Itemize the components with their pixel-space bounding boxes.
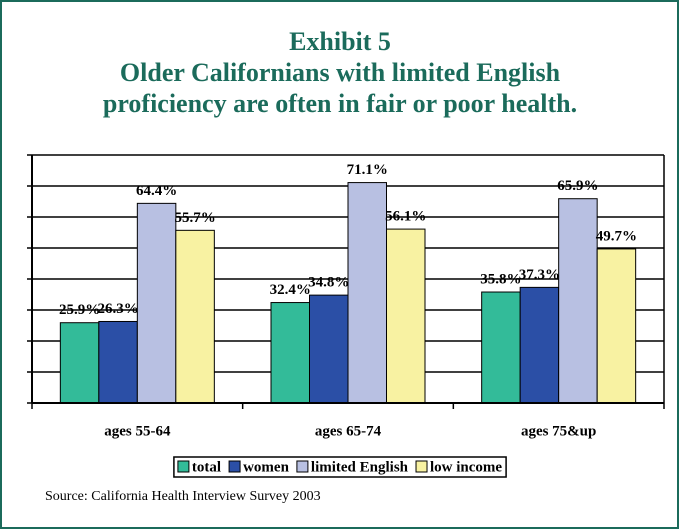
bar <box>270 302 310 404</box>
data-label: 49.7% <box>596 228 637 244</box>
source-note: Source: California Health Interview Surv… <box>45 489 321 504</box>
legend-swatch <box>415 460 428 473</box>
legend-swatch <box>296 460 309 473</box>
bar <box>175 229 215 404</box>
bar <box>481 291 521 404</box>
legend-label: limited English <box>311 459 409 475</box>
data-label: 71.1% <box>347 162 388 178</box>
data-label: 37.3% <box>519 267 560 283</box>
legend-label: low income <box>430 459 502 475</box>
data-label: 64.4% <box>136 183 177 199</box>
legend-label: total <box>192 459 221 475</box>
bar <box>347 182 387 404</box>
legend-swatch <box>177 460 190 473</box>
data-label: 65.9% <box>557 178 598 194</box>
legend-swatch <box>228 460 241 473</box>
x-tick-label: ages 65-74 <box>315 423 382 439</box>
legend-label: women <box>243 459 289 475</box>
bar <box>386 228 426 404</box>
bar <box>136 202 177 404</box>
bar <box>519 286 560 404</box>
data-label: 35.8% <box>480 271 521 287</box>
x-tick-label: ages 55-64 <box>104 423 171 439</box>
data-label: 34.8% <box>308 275 349 291</box>
data-label: 55.7% <box>174 210 215 226</box>
bar <box>558 198 598 404</box>
bar <box>309 294 349 404</box>
data-label: 56.1% <box>385 209 426 225</box>
bar <box>59 322 100 404</box>
bar <box>596 248 637 404</box>
bar <box>98 320 138 404</box>
x-tick-label: ages 75&up <box>521 423 596 439</box>
data-label: 25.9% <box>59 302 100 318</box>
data-label: 26.3% <box>97 301 138 317</box>
chart-subtitle: Older Californians with limited English <box>120 58 561 87</box>
chart-subtitle: proficiency are often in fair or poor he… <box>103 89 577 118</box>
chart-title: Exhibit 5 <box>289 27 391 56</box>
data-label: 32.4% <box>270 282 311 298</box>
